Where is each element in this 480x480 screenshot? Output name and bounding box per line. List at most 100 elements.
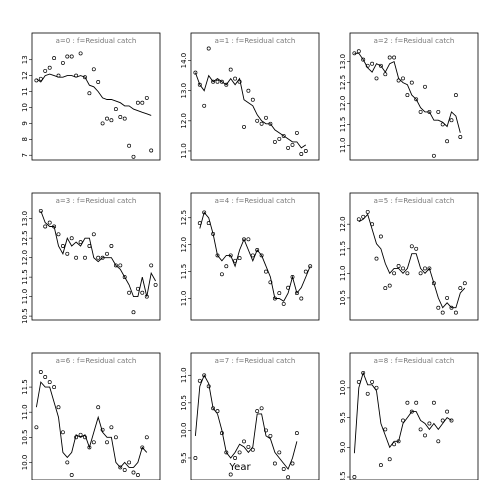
y-tick-label: 10.0	[21, 455, 29, 471]
data-point	[69, 54, 74, 59]
data-point	[401, 266, 405, 271]
data-point	[374, 76, 379, 81]
data-point	[277, 291, 282, 296]
facet-strip-label: a=8 : f=Residual catch	[374, 357, 455, 365]
panel-frame	[190, 352, 320, 480]
data-point	[91, 67, 96, 72]
data-point	[122, 275, 127, 280]
data-point	[431, 400, 436, 405]
data-point	[440, 122, 445, 127]
data-point	[96, 405, 101, 410]
data-point	[286, 285, 291, 290]
data-point	[396, 78, 401, 83]
data-point	[365, 63, 370, 68]
data-point	[74, 435, 79, 440]
data-point	[264, 428, 268, 433]
data-point	[38, 76, 43, 81]
data-point	[255, 118, 260, 123]
data-point	[233, 258, 238, 263]
data-point	[436, 305, 441, 310]
data-point	[144, 435, 149, 440]
facet-strip	[32, 33, 160, 47]
facet-panel: a=1 : f=Residual catch 11.0 12.0 13.0 14.0	[180, 32, 320, 161]
data-point	[122, 468, 127, 472]
facet-strip	[32, 193, 160, 207]
facet-panel: a=6 : f=Residual catch10.010.511.011.519…	[21, 352, 161, 480]
data-point	[135, 100, 140, 105]
data-point	[427, 421, 432, 426]
data-point	[255, 409, 260, 414]
y-tick-label: 9	[21, 121, 29, 125]
data-point	[211, 79, 216, 84]
data-point	[445, 139, 450, 144]
data-point	[87, 244, 92, 248]
facet-panel: a=7 : f=Residual catch9.510.010.511.0199…	[180, 352, 320, 480]
data-point	[436, 439, 441, 444]
data-point	[237, 256, 242, 261]
y-tick-label: 12.0	[339, 96, 347, 112]
data-point	[69, 236, 74, 241]
data-point	[409, 80, 414, 85]
data-point	[140, 445, 145, 450]
data-point	[202, 103, 207, 108]
y-tick-label: 9.5	[339, 412, 347, 423]
data-point	[135, 286, 140, 291]
y-tick-label: 7	[21, 153, 29, 157]
data-point	[219, 272, 224, 277]
data-point	[303, 269, 308, 274]
data-point	[127, 290, 132, 295]
data-point	[242, 237, 246, 242]
data-point	[294, 431, 299, 436]
data-point	[374, 385, 379, 390]
data-point	[356, 217, 361, 222]
data-point	[131, 470, 136, 475]
data-point	[87, 445, 92, 450]
data-point	[224, 450, 229, 455]
data-point	[83, 435, 87, 440]
data-point	[286, 475, 291, 480]
fit-line	[194, 374, 298, 470]
data-point	[418, 109, 423, 114]
data-point	[281, 133, 286, 138]
data-point	[65, 54, 70, 59]
data-point	[131, 154, 136, 159]
data-point	[78, 432, 83, 437]
data-point	[43, 224, 48, 229]
facet-strip	[32, 353, 160, 367]
data-point	[405, 93, 410, 98]
data-point	[383, 427, 388, 432]
data-point	[109, 118, 114, 123]
data-point	[131, 310, 136, 315]
facet-panel: a=2 : f=Residual catch 11.0 11.5 12.0 12.5 13…	[339, 32, 479, 161]
data-point	[228, 472, 233, 477]
data-point	[233, 76, 238, 81]
data-point	[449, 305, 454, 310]
data-point	[361, 214, 366, 219]
y-tick-label: 11.0	[180, 367, 188, 383]
data-point	[242, 124, 246, 129]
y-tick-label: 11.5	[21, 379, 29, 395]
y-tick-label: 12	[21, 71, 29, 80]
data-point	[303, 149, 308, 153]
facet-strip-label: a=7 : f=Residual catch	[215, 357, 296, 365]
data-point	[387, 55, 392, 60]
data-point	[193, 456, 198, 460]
data-point	[60, 430, 65, 435]
facet-panel: a=8 : f=Residual catch8.59.09.510.019902…	[339, 352, 479, 480]
data-point	[352, 475, 357, 479]
data-point	[118, 263, 123, 268]
data-point	[140, 290, 145, 295]
y-tick-label: 11.5	[339, 241, 347, 257]
y-tick-label: 10.5	[21, 308, 29, 324]
data-point	[365, 209, 370, 214]
data-point	[246, 444, 251, 449]
data-point	[224, 82, 229, 87]
data-point	[272, 296, 277, 301]
y-tick-label: 10	[21, 103, 29, 112]
data-point	[418, 427, 423, 432]
fit-line	[353, 371, 452, 454]
data-point	[113, 263, 118, 268]
data-point	[197, 378, 202, 383]
data-point	[281, 301, 286, 306]
